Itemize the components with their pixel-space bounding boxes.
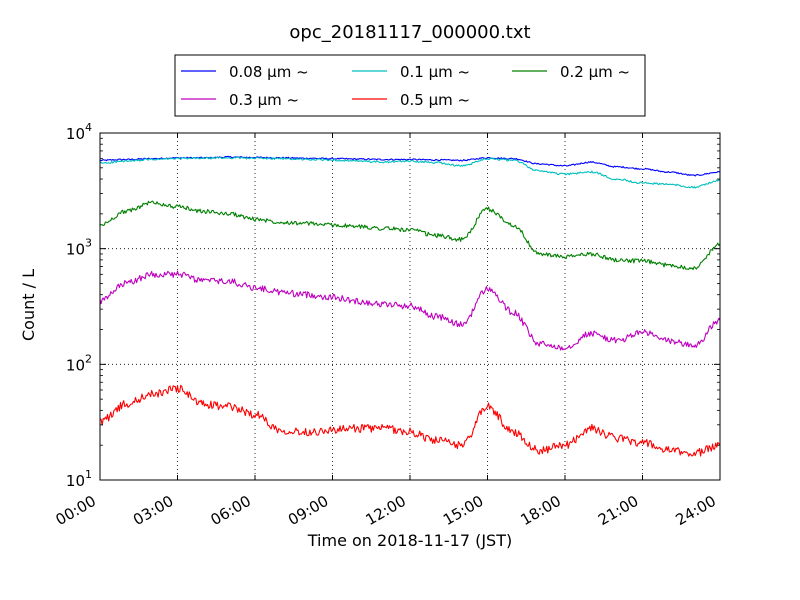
series-line-4 [99, 384, 721, 457]
series-line-2 [99, 200, 721, 271]
chart-title: opc_20181117_000000.txt [289, 22, 530, 43]
series-lines [99, 155, 721, 457]
legend-label-3: 0.3 μm ~ [229, 91, 299, 109]
y-tick-exponent: 2 [85, 352, 92, 365]
legend-label-1: 0.1 μm ~ [400, 63, 470, 81]
legend-label-4: 0.5 μm ~ [400, 91, 470, 109]
series-line-1 [99, 156, 721, 189]
y-tick-base: 10 [66, 356, 85, 374]
y-tick-exponent: 3 [85, 237, 92, 250]
grid [100, 133, 720, 480]
x-axis-label: Time on 2018-11-17 (JST) [307, 531, 512, 550]
y-axis-label: Count / L [19, 269, 38, 341]
y-tick-base: 10 [66, 125, 85, 143]
legend-label-2: 0.2 μm ~ [560, 63, 630, 81]
legend: 0.08 μm ~ 0.1 μm ~ 0.2 μm ~ 0.3 μm ~ 0.5 μm … [174, 54, 646, 117]
y-tick-label: 104 [66, 121, 92, 143]
y-tick-base: 10 [66, 241, 85, 259]
legend-box [174, 54, 646, 117]
legend-label-0: 0.08 μm ~ [229, 63, 309, 81]
y-tick-exponent: 4 [85, 121, 92, 134]
series-line-3 [99, 270, 721, 351]
y-tick-exponent: 1 [85, 468, 92, 481]
y-tick-label: 103 [66, 237, 92, 259]
y-tick-label: 102 [66, 352, 92, 374]
y-tick-base: 10 [66, 472, 85, 490]
y-tick-label: 101 [66, 468, 92, 490]
